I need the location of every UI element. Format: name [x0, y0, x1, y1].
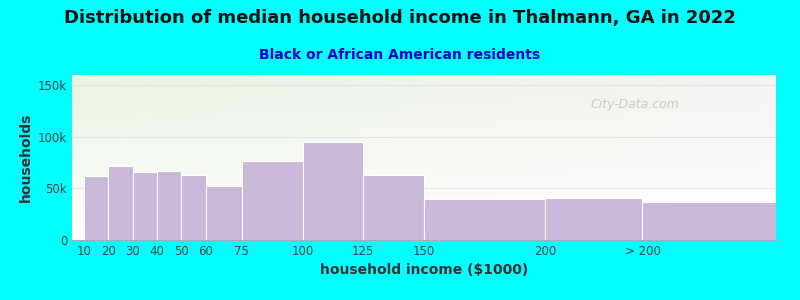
Bar: [642, 202, 776, 240]
X-axis label: household income ($1000): household income ($1000): [320, 263, 528, 278]
Bar: [133, 172, 157, 240]
Text: Black or African American residents: Black or African American residents: [259, 48, 541, 62]
Bar: [84, 176, 109, 240]
Bar: [242, 160, 302, 240]
Bar: [157, 171, 182, 240]
Text: Distribution of median household income in Thalmann, GA in 2022: Distribution of median household income …: [64, 9, 736, 27]
Bar: [546, 198, 642, 240]
Bar: [206, 186, 242, 240]
Bar: [109, 166, 133, 240]
Bar: [302, 142, 363, 240]
Bar: [363, 175, 424, 240]
Y-axis label: households: households: [18, 113, 33, 202]
Bar: [424, 199, 546, 240]
Bar: [182, 175, 206, 240]
Text: City-Data.com: City-Data.com: [590, 98, 680, 111]
